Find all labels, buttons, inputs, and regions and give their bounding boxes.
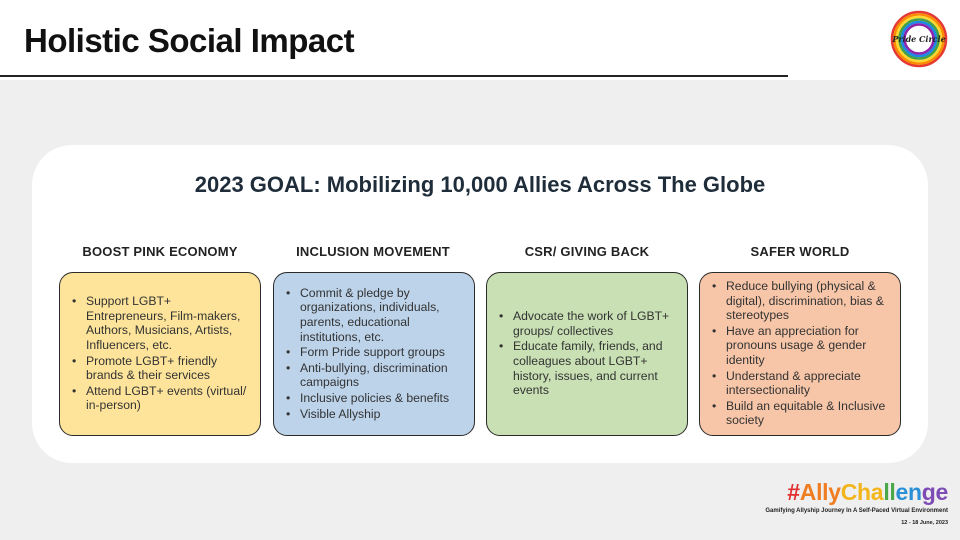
- list-item: Commit & pledge by organizations, indivi…: [286, 286, 466, 344]
- column-heading-safer-world: SAFER WORLD: [750, 244, 850, 259]
- header-band: [0, 0, 960, 80]
- list-item: Have an appreciation for pronouns usage …: [712, 324, 892, 368]
- hashtag-part: ll: [883, 479, 896, 505]
- list-item: Visible Allyship: [286, 407, 466, 422]
- hashtag-part: ge: [921, 479, 949, 505]
- column-heading-inclusion-movement: INCLUSION MOVEMENT: [296, 244, 450, 259]
- list-item: Understand & appreciate intersectionalit…: [712, 369, 892, 398]
- card-safer-world: Reduce bullying (physical & digital), di…: [699, 272, 901, 436]
- slide-title: Holistic Social Impact: [24, 22, 355, 59]
- list-item: Promote LGBT+ friendly brands & their se…: [72, 354, 252, 383]
- card-boost-pink-economy: Support LGBT+ Entrepreneurs, Film-makers…: [59, 272, 261, 436]
- logo-text: Pride Circle: [891, 34, 945, 44]
- logo-ring-green: [898, 18, 940, 60]
- pride-circle-logo: Pride Circle: [890, 10, 948, 68]
- list-item: Reduce bullying (physical & digital), di…: [712, 279, 892, 323]
- card-inclusion-movement: Commit & pledge by organizations, indivi…: [273, 272, 475, 436]
- list-item: Inclusive policies & benefits: [286, 391, 466, 406]
- list-item: Form Pride support groups: [286, 345, 466, 360]
- list-item: Support LGBT+ Entrepreneurs, Film-makers…: [72, 294, 252, 352]
- card-csr-giving-back: Advocate the work of LGBT+ groups/ colle…: [486, 272, 688, 436]
- hashtag-part: Cha: [840, 479, 884, 505]
- bullet-list: Commit & pledge by organizations, indivi…: [286, 286, 466, 422]
- title-underline: [0, 75, 788, 77]
- list-item: Build an equitable & Inclusive society: [712, 399, 892, 428]
- bullet-list: Advocate the work of LGBT+ groups/ colle…: [499, 309, 679, 399]
- column-heading-boost-pink-economy: BOOST PINK ECONOMY: [82, 244, 238, 259]
- challenge-tagline: Gamifying Allyship Journey In A Self-Pac…: [765, 508, 948, 514]
- column-heading-csr-giving-back: CSR/ GIVING BACK: [524, 244, 650, 259]
- challenge-dates: 12 - 18 June, 2023: [901, 520, 948, 526]
- bullet-list: Support LGBT+ Entrepreneurs, Film-makers…: [72, 294, 252, 414]
- list-item: Advocate the work of LGBT+ groups/ colle…: [499, 309, 679, 338]
- goal-heading: 2023 GOAL: Mobilizing 10,000 Allies Acro…: [194, 172, 766, 197]
- list-item: Attend LGBT+ events (virtual/ in-person): [72, 384, 252, 413]
- hashtag-part: en: [895, 479, 923, 505]
- ally-challenge-hashtag: #AllyChallenge: [787, 479, 948, 506]
- logo-ring-blue: [900, 20, 938, 58]
- list-item: Educate family, friends, and colleagues …: [499, 339, 679, 397]
- list-item: Anti-bullying, discrimination campaigns: [286, 361, 466, 390]
- logo-ring-red: [890, 10, 948, 68]
- hashtag-part: #: [787, 479, 800, 505]
- bullet-list: Reduce bullying (physical & digital), di…: [712, 279, 892, 429]
- logo-ring-purple: [903, 23, 935, 55]
- logo-ring-yellow: [895, 15, 943, 63]
- logo-ring-orange: [893, 13, 945, 65]
- hashtag-part: Ally: [799, 479, 841, 505]
